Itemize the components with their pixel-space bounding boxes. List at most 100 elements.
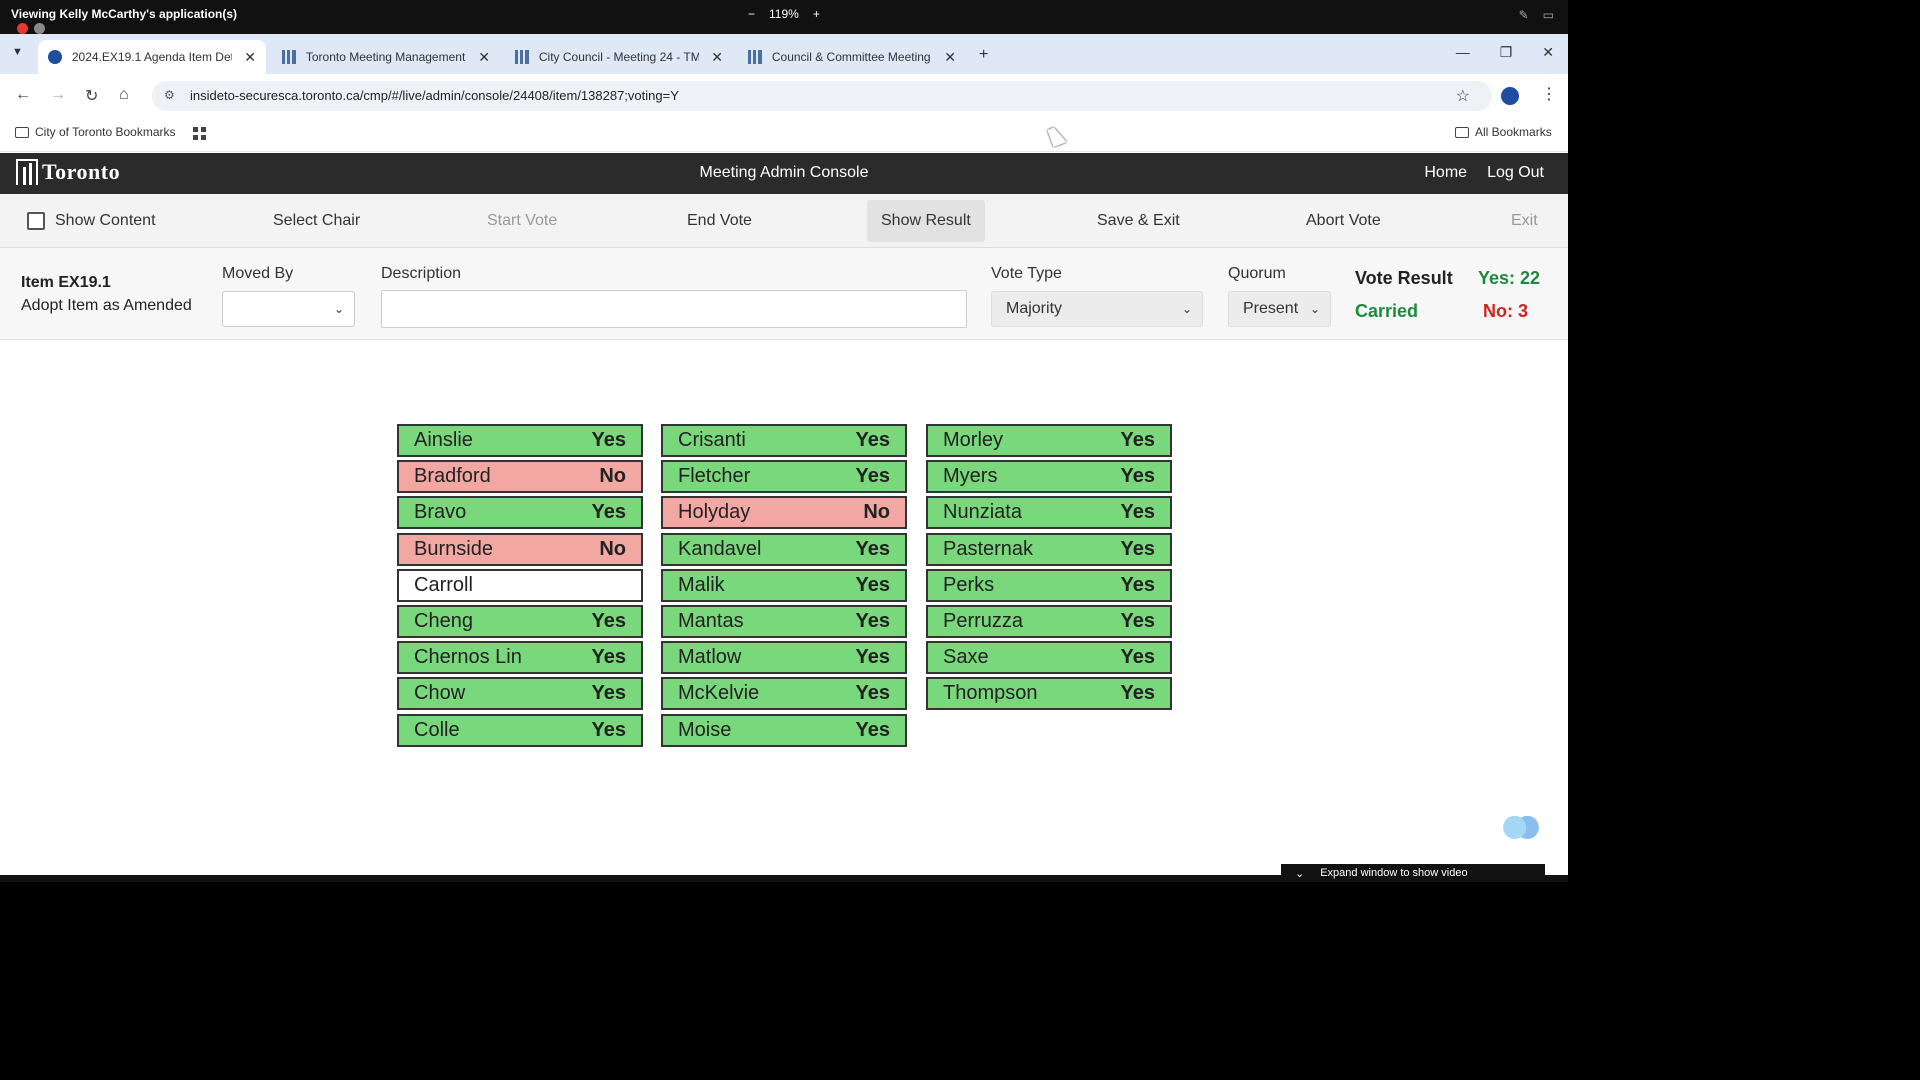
apps-grid-icon[interactable]: [193, 127, 206, 140]
save-exit-button[interactable]: Save & Exit: [1097, 212, 1180, 229]
close-tab-icon[interactable]: ✕: [944, 48, 956, 65]
screen-share-bar: Viewing Kelly McCarthy's application(s) …: [0, 0, 1568, 34]
globe-favicon-icon: [48, 50, 62, 64]
annotate-icon[interactable]: ✎: [1518, 8, 1529, 22]
councillor-name: Morley: [943, 429, 1004, 451]
councillor-vote-cell[interactable]: Colle Yes: [397, 713, 643, 747]
start-vote-button[interactable]: Start Vote: [487, 212, 558, 229]
chevron-down-icon: ⌄: [1181, 302, 1192, 316]
popout-icon[interactable]: ▭: [1542, 8, 1554, 22]
tab-meeting-management[interactable]: Toronto Meeting Management ✕: [272, 40, 500, 74]
bookmark-folder-toronto[interactable]: City of Toronto Bookmarks: [15, 125, 176, 139]
councillor-vote-cell[interactable]: Carroll: [397, 568, 643, 602]
councillor-vote-cell[interactable]: Malik Yes: [661, 568, 907, 602]
councillor-vote-cell[interactable]: Morley Yes: [926, 424, 1172, 457]
councillor-vote-value: Yes: [591, 429, 626, 451]
share-right-icons: ✎ ▭: [1519, 8, 1554, 22]
exit-button[interactable]: Exit: [1511, 212, 1538, 229]
home-icon[interactable]: ⌂: [119, 86, 129, 103]
end-vote-button[interactable]: End Vote: [687, 212, 752, 229]
councillor-vote-cell[interactable]: Bravo Yes: [397, 496, 643, 530]
zoom-out-button[interactable]: −: [748, 7, 756, 21]
tab-council-committee[interactable]: Council & Committee Meeting ✕: [738, 40, 966, 74]
councillor-vote-cell[interactable]: Bradford No: [397, 460, 643, 494]
councillor-vote-cell[interactable]: Chernos Lin Yes: [397, 641, 643, 675]
profile-avatar-icon[interactable]: [1501, 87, 1519, 105]
quorum-select[interactable]: Present ⌄: [1228, 291, 1331, 327]
back-arrow-icon[interactable]: ←: [15, 86, 31, 103]
councillor-name: Chernos Lin: [414, 646, 522, 669]
councillor-vote-cell[interactable]: Thompson Yes: [926, 677, 1172, 711]
city-hall-favicon-icon: [748, 50, 762, 64]
vote-type-label: Vote Type: [991, 265, 1062, 282]
assistant-widget-icon[interactable]: [1500, 813, 1542, 845]
councillor-name: Myers: [943, 465, 998, 488]
moved-by-label: Moved By: [222, 265, 294, 282]
address-bar-row: ← → ↻ ⌂ ⚙ insideto-securesca.toronto.ca/…: [0, 74, 1568, 118]
councillor-vote-value: Yes: [591, 682, 626, 705]
tab-search-chevron-icon[interactable]: ▼: [12, 46, 23, 58]
browser-menu-icon[interactable]: ⋮: [1541, 86, 1557, 103]
screen: Viewing Kelly McCarthy's application(s) …: [0, 0, 1568, 882]
city-hall-favicon-icon: [282, 50, 296, 64]
close-tab-icon[interactable]: ✕: [711, 48, 723, 65]
councillor-vote-cell[interactable]: Myers Yes: [926, 460, 1172, 494]
councillor-vote-cell[interactable]: Saxe Yes: [926, 641, 1172, 675]
bottom-bar: [0, 875, 1568, 882]
toronto-logo[interactable]: Toronto: [16, 159, 120, 185]
close-window-icon[interactable]: ✕: [1542, 44, 1554, 60]
councillor-name: Chow: [414, 682, 466, 705]
bookmark-star-icon[interactable]: ☆: [1455, 88, 1470, 105]
close-tab-icon[interactable]: ✕: [244, 48, 256, 65]
councillor-name: Perruzza: [943, 609, 1024, 632]
councillor-vote-cell[interactable]: Ainslie Yes: [397, 424, 643, 457]
restore-icon[interactable]: ❐: [1499, 44, 1513, 60]
councillor-vote-cell[interactable]: Kandavel Yes: [661, 532, 907, 566]
councillor-vote-value: Yes: [1120, 501, 1155, 524]
councillor-vote-cell[interactable]: McKelvie Yes: [661, 677, 907, 711]
pause-share-icon[interactable]: [34, 23, 45, 34]
councillor-name: Perks: [943, 573, 995, 596]
vote-type-select[interactable]: Majority ⌄: [991, 291, 1203, 327]
share-title: Viewing Kelly McCarthy's application(s): [11, 7, 238, 21]
reload-icon[interactable]: ↻: [85, 88, 99, 105]
site-settings-icon[interactable]: ⚙: [164, 88, 175, 102]
description-input[interactable]: [381, 290, 967, 328]
show-content-checkbox[interactable]: [27, 212, 45, 230]
councillor-vote-cell[interactable]: Perks Yes: [926, 568, 1172, 602]
councillor-vote-cell[interactable]: Burnside No: [397, 532, 643, 566]
councillor-name: Holyday: [678, 501, 751, 524]
forward-arrow-icon[interactable]: →: [50, 86, 66, 103]
close-tab-icon[interactable]: ✕: [478, 48, 490, 65]
councillor-vote-cell[interactable]: Holyday No: [661, 496, 907, 530]
councillor-vote-cell[interactable]: Chow Yes: [397, 677, 643, 711]
expand-video-tip[interactable]: ⌄ Expand window to show video: [1281, 864, 1545, 882]
councillor-name: Mantas: [678, 609, 744, 632]
address-bar[interactable]: ⚙ insideto-securesca.toronto.ca/cmp/#/li…: [152, 81, 1492, 111]
show-result-button[interactable]: Show Result: [867, 200, 985, 242]
councillor-vote-cell[interactable]: Mantas Yes: [661, 604, 907, 638]
share-controls: [17, 23, 45, 34]
councillor-vote-cell[interactable]: Moise Yes: [661, 713, 907, 747]
show-content-toggle[interactable]: Show Content: [27, 194, 156, 248]
select-chair-button[interactable]: Select Chair: [273, 212, 361, 229]
tab-agenda-item[interactable]: 2024.EX19.1 Agenda Item Deta ✕: [38, 40, 266, 74]
councillor-vote-cell[interactable]: Crisanti Yes: [661, 424, 907, 457]
councillor-vote-cell[interactable]: Fletcher Yes: [661, 460, 907, 494]
stop-share-icon[interactable]: [17, 23, 28, 34]
councillor-vote-cell[interactable]: Pasternak Yes: [926, 532, 1172, 566]
new-tab-icon[interactable]: +: [979, 46, 989, 63]
tab-city-council[interactable]: City Council - Meeting 24 - TM ✕: [505, 40, 733, 74]
minimize-icon[interactable]: —: [1455, 44, 1470, 60]
councillor-vote-cell[interactable]: Matlow Yes: [661, 641, 907, 675]
home-link[interactable]: Home: [1424, 164, 1468, 181]
councillor-vote-cell[interactable]: Cheng Yes: [397, 604, 643, 638]
vote-column-3: Morley Yes Myers Yes Nunziata Yes Pasternak Yes…: [926, 424, 1172, 714]
moved-by-select[interactable]: ⌄: [222, 291, 355, 327]
all-bookmarks[interactable]: All Bookmarks: [1455, 125, 1552, 139]
abort-vote-button[interactable]: Abort Vote: [1306, 212, 1381, 229]
councillor-vote-cell[interactable]: Perruzza Yes: [926, 604, 1172, 638]
councillor-vote-cell[interactable]: Nunziata Yes: [926, 496, 1172, 530]
zoom-in-button[interactable]: +: [812, 7, 820, 21]
logout-link[interactable]: Log Out: [1487, 164, 1544, 181]
